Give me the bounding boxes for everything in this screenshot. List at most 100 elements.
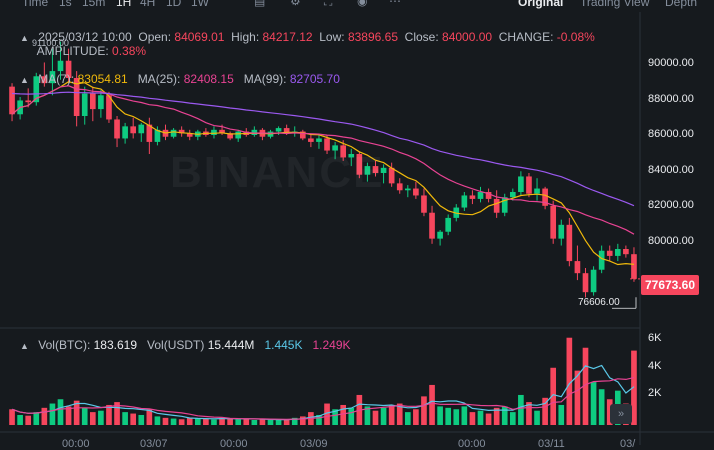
ma-caret-icon[interactable]: ▲ xyxy=(20,75,29,85)
volume-bar xyxy=(170,418,177,425)
candle-body xyxy=(445,217,452,232)
vol-ma10-line xyxy=(11,377,635,420)
price-tick: 86000.00 xyxy=(648,128,694,140)
vol-ma5-line xyxy=(11,364,635,421)
candle-body xyxy=(509,192,516,198)
candle-body xyxy=(606,250,613,256)
timeframe-1s[interactable]: 1s xyxy=(59,0,72,9)
vol-btc-value: 183.619 xyxy=(93,338,138,352)
candle-body xyxy=(558,224,565,239)
candle-body xyxy=(33,76,40,103)
volume-bar xyxy=(275,419,282,425)
candle-body xyxy=(178,129,185,134)
collapse-caret-icon[interactable]: ▲ xyxy=(20,33,29,43)
candle-body xyxy=(114,119,120,139)
timeframe-15m[interactable]: 15m xyxy=(82,0,106,9)
current-price-tag: 77673.60 xyxy=(641,275,699,295)
candle-body xyxy=(146,124,153,142)
candle-body xyxy=(582,273,589,293)
volume-bar xyxy=(372,410,379,425)
binance-watermark: BINANCE xyxy=(170,148,385,197)
volume-tick: 6K xyxy=(648,332,662,344)
vol-usdt-value: 15.444M xyxy=(207,338,255,352)
volume-bar xyxy=(130,413,137,425)
volume-bar xyxy=(493,407,500,425)
volume-bar xyxy=(162,417,169,425)
fullscreen-icon[interactable]: ⛶ xyxy=(324,0,333,8)
volume-bar xyxy=(243,418,250,425)
timeframe-1h[interactable]: 1H xyxy=(116,0,132,9)
volume-bar xyxy=(283,419,290,425)
volume-bar xyxy=(461,406,468,425)
price-tick: 80000.00 xyxy=(648,235,694,247)
candle-body xyxy=(501,197,508,213)
candle-body xyxy=(623,249,629,255)
volume-bar xyxy=(380,407,387,425)
time-tick: 00:00 xyxy=(458,438,486,450)
indicator-icon[interactable]: ▤ xyxy=(254,0,266,8)
timeframe-time[interactable]: Time xyxy=(22,0,49,9)
candle-body xyxy=(122,126,128,139)
vol-caret-icon[interactable]: ▲ xyxy=(20,341,29,351)
settings-icon[interactable]: ⚙ xyxy=(290,0,301,8)
high-label: High: xyxy=(231,30,260,44)
ma7-value: 83054.81 xyxy=(77,72,128,86)
candle-body xyxy=(542,188,548,206)
volume-bar xyxy=(598,389,605,425)
volume-bar xyxy=(194,418,201,425)
camera-icon[interactable]: ◉ xyxy=(357,0,368,8)
volume-bar xyxy=(501,406,508,425)
volume-bar xyxy=(25,415,32,425)
candle-body xyxy=(614,249,621,256)
vol-btc-label: Vol(BTC): xyxy=(38,338,91,352)
timeframe-4h[interactable]: 4H xyxy=(140,0,156,9)
candle-body xyxy=(485,192,492,199)
more-icon[interactable]: ⋯ xyxy=(389,0,401,8)
volume-bar xyxy=(291,417,298,425)
volume-bar xyxy=(219,417,225,425)
candle-body xyxy=(49,71,56,84)
view-original[interactable]: Original xyxy=(518,0,564,9)
candle-body xyxy=(308,138,314,142)
candle-body xyxy=(356,154,363,175)
expand-arrows-icon[interactable]: » xyxy=(610,404,632,424)
price-tick: 90000.00 xyxy=(648,57,694,69)
candle-date: 2025/03/12 10:00 xyxy=(38,30,132,44)
volume-bar xyxy=(542,397,548,425)
volume-bar xyxy=(437,406,443,425)
volume-bar xyxy=(388,404,395,425)
time-tick: 00:00 xyxy=(220,438,248,450)
view-depth[interactable]: Depth xyxy=(665,0,698,9)
open-value: 84069.01 xyxy=(174,30,225,44)
ma25-value: 82408.15 xyxy=(183,72,234,86)
time-tick: 03/09 xyxy=(300,438,328,450)
candle-body xyxy=(283,128,290,134)
volume-bar xyxy=(332,409,338,425)
volume-bar xyxy=(534,410,540,425)
candle-body xyxy=(429,212,435,239)
volume-bar xyxy=(9,409,15,425)
volume-bar xyxy=(17,414,23,425)
volume-bar xyxy=(558,404,565,425)
candle-body xyxy=(130,126,137,134)
ma-legend: ▲ MA(7): 83054.81 MA(25): 82408.15 MA(99… xyxy=(20,72,340,86)
timeframe-1d[interactable]: 1D xyxy=(166,0,182,9)
volume-bar xyxy=(590,382,597,425)
volume-bar xyxy=(259,419,266,425)
ma7-line xyxy=(11,81,635,266)
candle-body xyxy=(566,224,573,262)
time-tick: 03/07 xyxy=(140,438,168,450)
candle-body xyxy=(211,129,217,135)
view-trading-view[interactable]: Trading View xyxy=(580,0,650,9)
volume-bar xyxy=(518,394,524,425)
candle-body xyxy=(348,154,355,158)
volume-bar xyxy=(73,400,80,425)
candle-body xyxy=(106,95,112,120)
low-marker-label: 76606.00 xyxy=(578,297,620,308)
candle-body xyxy=(299,131,306,139)
volume-legend: ▲ Vol(BTC): 183.619 Vol(USDT) 15.444M 1.… xyxy=(20,338,351,352)
timeframe-1w[interactable]: 1W xyxy=(191,0,209,9)
volume-bar xyxy=(404,412,411,425)
close-label: Close: xyxy=(404,30,439,44)
